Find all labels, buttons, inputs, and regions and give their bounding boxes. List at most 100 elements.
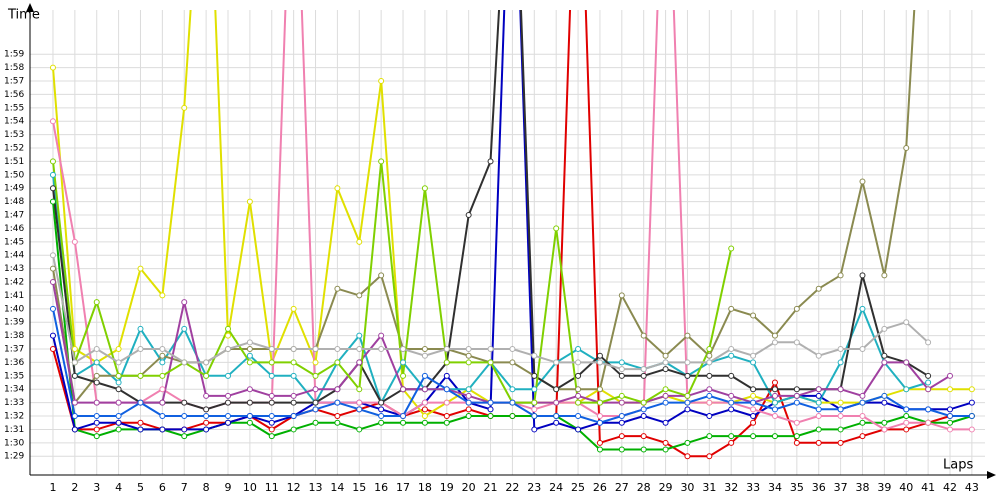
x-tick-label: 29 (659, 481, 673, 494)
lap-point (903, 359, 910, 366)
lap-point (49, 171, 56, 178)
lap-point (159, 346, 166, 353)
x-tick-label: 1 (49, 481, 56, 494)
lap-point (553, 419, 560, 426)
lap-point (115, 379, 122, 386)
lap-point (443, 359, 450, 366)
lap-point (618, 372, 625, 379)
lap-point (596, 439, 603, 446)
lap-point (487, 399, 494, 406)
lap-point (181, 359, 188, 366)
x-tick-label: 26 (593, 481, 607, 494)
lap-point (662, 439, 669, 446)
lap-point (356, 406, 363, 413)
lap-point (662, 386, 669, 393)
lap-point (925, 379, 932, 386)
lap-point (378, 332, 385, 339)
lap-point (421, 419, 428, 426)
lap-point (334, 413, 341, 420)
lap-point (93, 399, 100, 406)
lap-point (400, 419, 407, 426)
lap-point (400, 372, 407, 379)
lap-point (421, 372, 428, 379)
lap-point (903, 419, 910, 426)
y-tick-label: 1:33 (4, 398, 24, 408)
lap-point (618, 433, 625, 440)
lap-point (225, 399, 232, 406)
lap-point (859, 399, 866, 406)
lap-point (509, 346, 516, 353)
lap-point (531, 406, 538, 413)
lap-point (925, 339, 932, 346)
lap-point (356, 426, 363, 433)
lap-point (815, 392, 822, 399)
lap-point (115, 399, 122, 406)
lap-point (159, 372, 166, 379)
lap-point (771, 413, 778, 420)
lap-point (49, 332, 56, 339)
x-tick-label: 6 (159, 481, 166, 494)
lap-point (640, 433, 647, 440)
y-tick-label: 1:44 (4, 251, 24, 261)
lap-point (378, 419, 385, 426)
lap-point (356, 386, 363, 393)
x-tick-label: 10 (243, 481, 257, 494)
lap-point (706, 413, 713, 420)
lap-point (290, 399, 297, 406)
y-tick-label: 1:32 (4, 412, 24, 422)
lap-point (115, 386, 122, 393)
lap-point (49, 198, 56, 205)
x-tick-label: 25 (571, 481, 585, 494)
lap-point (378, 413, 385, 420)
lap-point (93, 299, 100, 306)
lap-point (71, 238, 78, 245)
lap-point (159, 352, 166, 359)
lap-point (49, 158, 56, 165)
lap-point (815, 406, 822, 413)
lap-point (728, 439, 735, 446)
lap-point (771, 406, 778, 413)
lap-point (728, 305, 735, 312)
lap-point (618, 359, 625, 366)
x-tick-label: 31 (702, 481, 716, 494)
lap-point (203, 413, 210, 420)
lap-point (553, 413, 560, 420)
lap-point (968, 426, 975, 433)
lap-point (356, 238, 363, 245)
lap-point (487, 413, 494, 420)
lap-point (487, 346, 494, 353)
lap-point (728, 399, 735, 406)
y-tick-label: 1:50 (4, 170, 24, 180)
lap-point (246, 339, 253, 346)
lap-point (531, 352, 538, 359)
lap-point (946, 426, 953, 433)
x-tick-label: 38 (855, 481, 869, 494)
lap-point (137, 346, 144, 353)
lap-point (531, 386, 538, 393)
y-tick-label: 1:55 (4, 103, 24, 113)
lap-point (531, 413, 538, 420)
y-tick-label: 1:52 (4, 144, 24, 154)
lap-point (400, 359, 407, 366)
x-tick-label: 20 (462, 481, 476, 494)
lap-point (137, 265, 144, 272)
lap-point (640, 372, 647, 379)
x-tick-label: 8 (203, 481, 210, 494)
lap-point (159, 386, 166, 393)
y-tick-label: 1:42 (4, 278, 24, 288)
lap-point (181, 433, 188, 440)
y-axis-label: Time (7, 8, 40, 23)
lap-point (203, 426, 210, 433)
lap-point (71, 359, 78, 366)
lap-point (575, 372, 582, 379)
lap-point (509, 359, 516, 366)
x-tick-label: 16 (374, 481, 388, 494)
lap-point (793, 305, 800, 312)
lap-point (925, 406, 932, 413)
y-tick-label: 1:51 (4, 157, 24, 167)
lap-point (903, 319, 910, 326)
lap-point (137, 426, 144, 433)
lap-point (618, 399, 625, 406)
x-tick-label: 34 (768, 481, 782, 494)
lap-point (290, 346, 297, 353)
